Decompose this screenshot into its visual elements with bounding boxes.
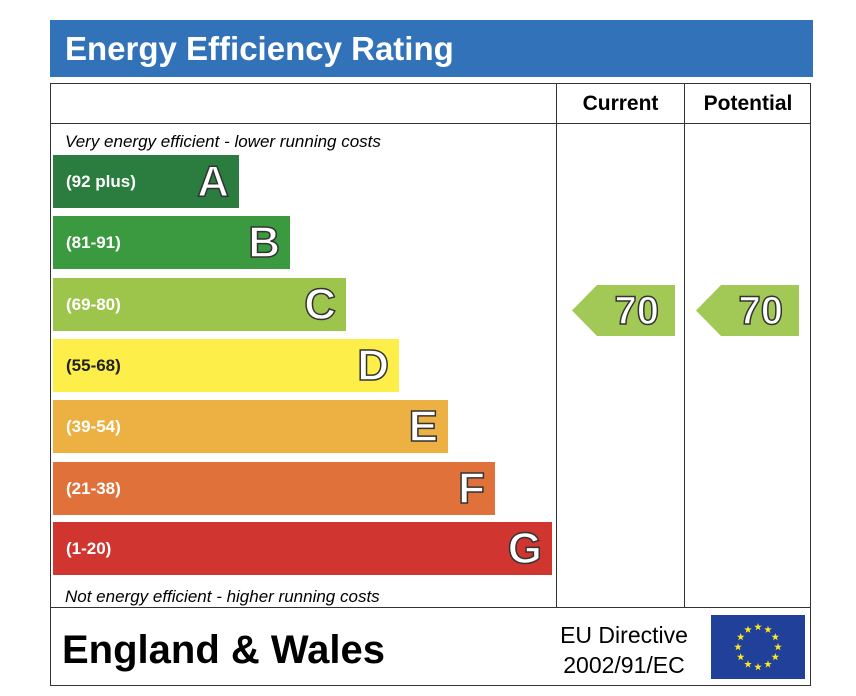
band-range: (55-68) [66, 355, 121, 375]
band-c: (69-80) C [53, 278, 346, 331]
note-top: Very energy efficient - lower running co… [65, 132, 381, 151]
band-f: (21-38) F [53, 462, 495, 515]
potential-rating-value: 70 [738, 288, 784, 334]
current-arrow-shape [572, 285, 675, 336]
band-range: (1-20) [66, 538, 112, 558]
chart-title: Energy Efficiency Rating [50, 20, 813, 77]
potential-rating-arrow: 70 [696, 285, 799, 336]
star-icon [736, 633, 745, 641]
potential-arrow-shape [696, 285, 799, 336]
band-letter: F [457, 463, 485, 513]
star-icon [736, 653, 745, 661]
band-letter: G [507, 523, 543, 573]
divider [556, 83, 557, 607]
star-icon [744, 660, 752, 668]
band-g: (1-20) G [53, 522, 552, 575]
current-rating-value: 70 [614, 288, 660, 334]
band-letter: D [356, 340, 389, 390]
band-letter: C [303, 279, 336, 329]
band-letter: A [196, 156, 229, 206]
band-e: (39-54) E [53, 400, 448, 453]
note-bottom: Not energy efficient - higher running co… [65, 587, 380, 606]
directive-line2: 2002/91/EC [563, 652, 685, 678]
star-icon [754, 623, 762, 631]
current-rating-arrow: 70 [572, 285, 675, 336]
band-range: (39-54) [66, 416, 121, 436]
band-range: (69-80) [66, 294, 121, 314]
star-icon [734, 643, 742, 651]
band-letter: B [247, 217, 280, 267]
column-potential: Potential [703, 92, 793, 115]
star-icon [774, 643, 782, 651]
band-range: (21-38) [66, 478, 121, 498]
star-icon [771, 653, 780, 661]
rating-table [50, 83, 811, 686]
band-d: (55-68) D [53, 339, 399, 392]
region-label: England & Wales [62, 628, 386, 672]
star-icon [764, 660, 772, 668]
column-current: Current [582, 92, 659, 115]
divider [50, 123, 811, 124]
band-b: (81-91) B [53, 216, 290, 269]
band-letter: E [408, 401, 439, 451]
star-icon [744, 625, 752, 633]
directive-line1: EU Directive [560, 622, 688, 648]
divider [684, 83, 685, 607]
star-icon [764, 625, 772, 633]
band-a: (92 plus) A [53, 155, 239, 208]
band-range: (92 plus) [66, 171, 136, 191]
divider [50, 607, 811, 608]
star-icon [754, 663, 762, 671]
eu-directive: EU Directive 2002/91/EC [550, 620, 698, 680]
eu-flag-icon [711, 615, 805, 679]
star-icon [771, 633, 780, 641]
band-range: (81-91) [66, 232, 121, 252]
